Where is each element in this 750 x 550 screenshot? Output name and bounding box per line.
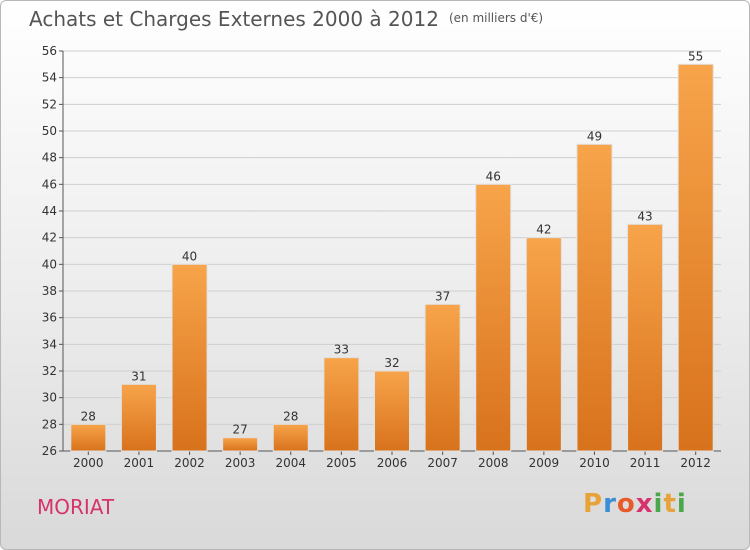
bar-2005 [323,357,360,452]
logo-letter: x [635,489,654,519]
bar-2004 [272,423,309,452]
commune-name: MORIAT [37,495,115,519]
data-label: 46 [486,169,501,183]
logo-letter: o [616,489,636,519]
bar-2003 [222,437,259,452]
y-tick-label: 32 [42,364,57,378]
y-tick-label: 54 [42,71,57,85]
y-tick-label: 36 [42,311,57,325]
data-label: 33 [334,343,349,357]
data-label: 43 [637,209,652,223]
x-tick-label: 2001 [124,456,155,470]
x-tick-label: 2004 [275,456,306,470]
bar-2009 [525,237,562,452]
data-label: 37 [435,289,450,303]
y-tick-label: 30 [42,391,57,405]
x-tick-label: 2009 [529,456,560,470]
data-label: 31 [131,369,146,383]
chart-unit: (en milliers d'€) [448,11,544,25]
bar-2012 [677,63,714,452]
bar-2002 [171,263,208,452]
bar-2008 [475,183,512,452]
y-tick-label: 26 [42,444,57,458]
bar-2000 [70,423,107,452]
chart-title: Achats et Charges Externes 2000 à 2012 (e… [29,7,543,31]
x-tick-label: 2003 [225,456,256,470]
proxiti-logo: Proxiti [583,489,687,519]
bar-2010 [576,143,613,452]
chart-title-text: Achats et Charges Externes 2000 à 2012 [29,7,439,31]
y-tick-label: 28 [42,417,57,431]
data-label: 42 [536,223,551,237]
x-tick-labels: 2000 2001 2002 2003 2004 2005 2006 2007 2008 2009… [73,456,711,470]
y-tick-label: 50 [42,124,57,138]
y-tick-label: 52 [42,97,57,111]
bar-2007 [424,303,461,452]
x-tick-label: 2002 [174,456,205,470]
y-tick-label: 38 [42,284,57,298]
logo-letter: P [583,489,604,519]
logo-letter: r [603,489,617,519]
x-tick-label: 2007 [427,456,458,470]
data-label: 55 [688,49,703,63]
y-tick-label: 56 [42,44,57,58]
x-tick-label: 2011 [630,456,661,470]
x-tick-label: 2012 [680,456,711,470]
y-tick-label: 40 [42,257,57,271]
data-label: 49 [587,129,602,143]
y-tick-label: 48 [42,151,57,165]
y-tick-label: 46 [42,177,57,191]
y-tick-label: 42 [42,231,57,245]
value-labels: 28 31 40 27 28 33 32 37 46 42 49 43 55 [81,49,704,436]
x-tick-label: 2006 [377,456,408,470]
x-tick-label: 2008 [478,456,509,470]
bar-2001 [120,383,157,452]
bar-2011 [627,223,664,452]
x-tick-label: 2005 [326,456,357,470]
logo-letter: i [653,489,664,519]
bar-2006 [374,370,410,452]
data-label: 27 [233,423,248,437]
data-label: 28 [283,409,298,423]
x-tick-label: 2000 [73,456,104,470]
data-label: 40 [182,249,197,263]
y-tick-label: 34 [42,337,57,351]
logo-letter: i [676,489,687,519]
data-label: 32 [384,356,399,370]
data-label: 28 [81,409,96,423]
y-tick-labels: 26 28 30 32 34 36 38 40 42 44 46 48 50 52 54 56 [42,44,57,458]
bars [70,63,714,452]
x-tick-label: 2010 [579,456,610,470]
logo-letter: t [663,489,677,519]
y-tick-label: 44 [42,204,57,218]
